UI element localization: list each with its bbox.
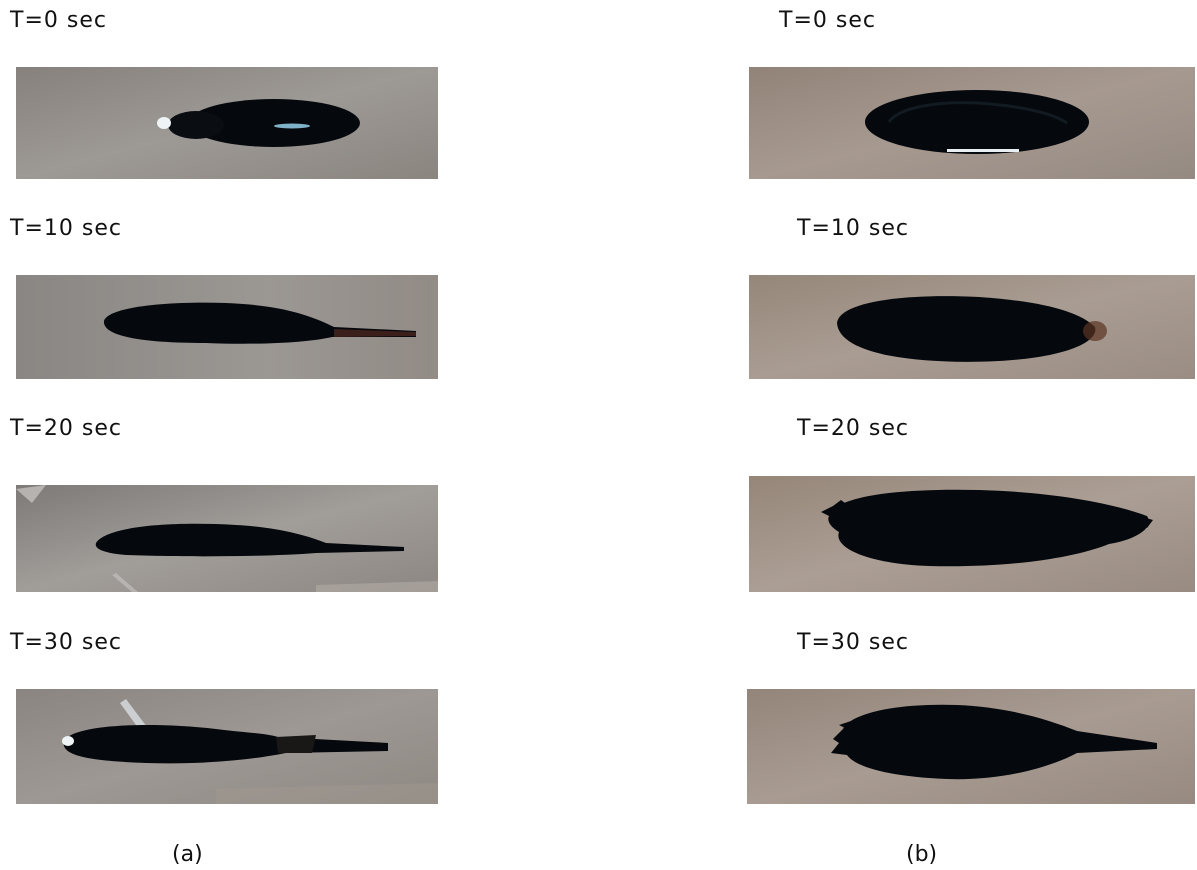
panel-label-b: (b) <box>906 842 938 867</box>
time-label-b-20: T=20 sec <box>797 416 909 441</box>
droplet-photo-b-0 <box>749 67 1195 179</box>
droplet-photo-a-10 <box>16 275 438 379</box>
droplet-photo-a-0 <box>16 67 438 179</box>
droplet-photo-b-30 <box>747 689 1195 804</box>
droplet-photo-a-30 <box>16 689 438 804</box>
time-label-a-30: T=30 sec <box>10 630 122 655</box>
time-label-a-10: T=10 sec <box>10 216 122 241</box>
panel-label-a: (a) <box>172 842 203 867</box>
droplet-photo-b-20 <box>749 476 1195 592</box>
droplet-photo-a-20 <box>16 485 438 592</box>
time-label-b-0: T=0 sec <box>779 8 876 33</box>
droplet-photo-b-10 <box>749 275 1195 379</box>
time-label-a-20: T=20 sec <box>10 416 122 441</box>
time-label-b-30: T=30 sec <box>797 630 909 655</box>
time-label-a-0: T=0 sec <box>10 8 107 33</box>
time-label-b-10: T=10 sec <box>797 216 909 241</box>
